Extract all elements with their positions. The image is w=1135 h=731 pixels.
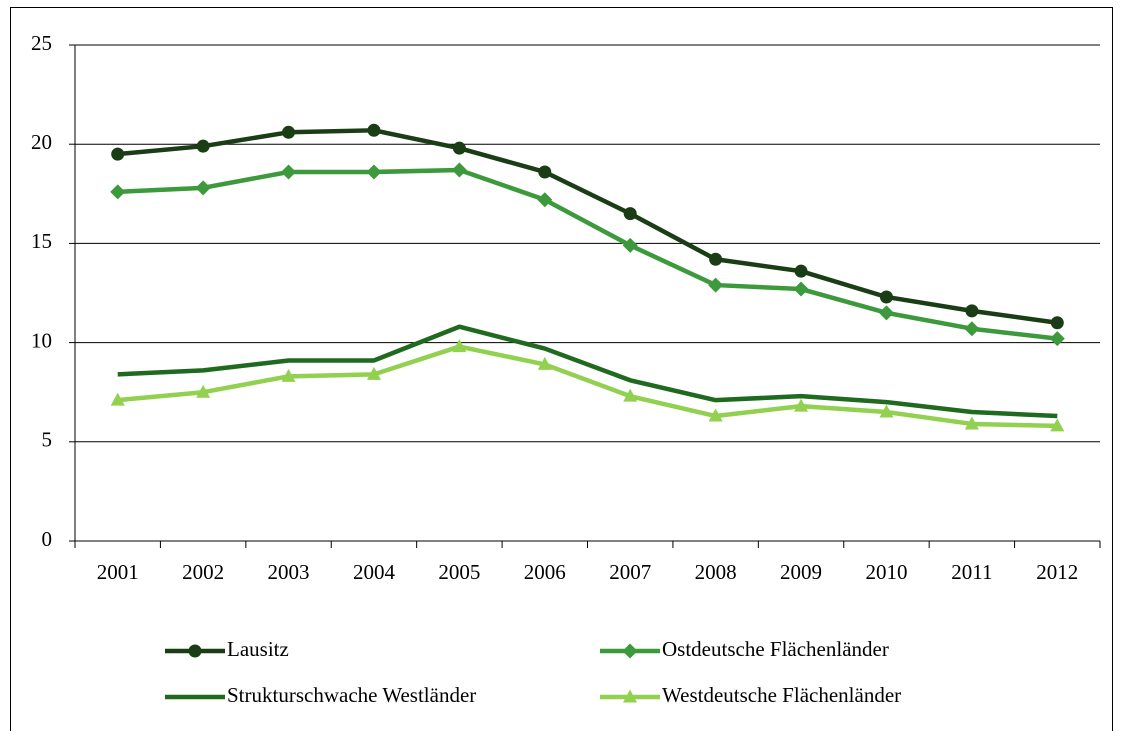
y-tick-label: 5 [42,428,53,452]
marker [964,321,980,337]
x-tick-label: 2006 [524,560,566,584]
marker [708,408,723,422]
marker [537,356,552,370]
marker [196,384,211,398]
marker [282,125,296,139]
marker [709,252,723,266]
marker [623,689,637,703]
series-line [117,167,1058,341]
marker [111,147,125,161]
marker [794,264,808,278]
y-tick-label: 15 [31,229,52,253]
y-tick-label: 0 [42,527,53,551]
marker [110,184,126,200]
marker [879,404,894,418]
x-tick-label: 2005 [438,560,480,584]
marker [1049,331,1065,347]
x-tick-label: 2011 [951,560,992,584]
series-line [117,344,1058,429]
marker [622,643,638,659]
marker [110,392,125,406]
y-tick-label: 25 [31,31,52,55]
marker [964,416,979,430]
marker [195,180,211,196]
x-tick-label: 2004 [353,560,396,584]
marker [366,164,382,180]
marker [1050,418,1065,432]
marker [879,290,893,304]
marker [537,192,553,208]
y-tick-label: 20 [31,130,52,154]
x-tick-label: 2007 [609,560,651,584]
marker [196,139,210,153]
legend-label: Strukturschwache Westländer [227,683,476,707]
x-tick-label: 2002 [182,560,224,584]
chart-frame [10,7,1113,731]
series-line [117,324,1058,419]
marker [366,366,381,380]
marker [452,141,466,155]
x-tick-label: 2009 [780,560,822,584]
legend-label: Westdeutsche Flächenländer [662,683,901,707]
marker [452,339,467,353]
marker [708,277,724,293]
y-tick-label: 10 [31,328,52,352]
marker [794,398,809,412]
marker [623,207,637,221]
marker [538,165,552,179]
marker [793,281,809,297]
legend-label: Lausitz [227,637,289,661]
marker [188,644,202,658]
marker [878,305,894,321]
x-tick-label: 2003 [268,560,310,584]
x-tick-label: 2001 [97,560,139,584]
marker [965,304,979,318]
legend-label: Ostdeutsche Flächenländer [662,637,889,661]
marker [281,368,296,382]
x-tick-label: 2008 [695,560,737,584]
marker [281,164,297,180]
marker [367,123,381,137]
series-line [117,128,1058,325]
marker [451,162,467,178]
x-tick-label: 2012 [1036,560,1078,584]
marker [622,237,638,253]
x-tick-label: 2010 [865,560,907,584]
marker [623,388,638,402]
marker [1050,316,1064,330]
